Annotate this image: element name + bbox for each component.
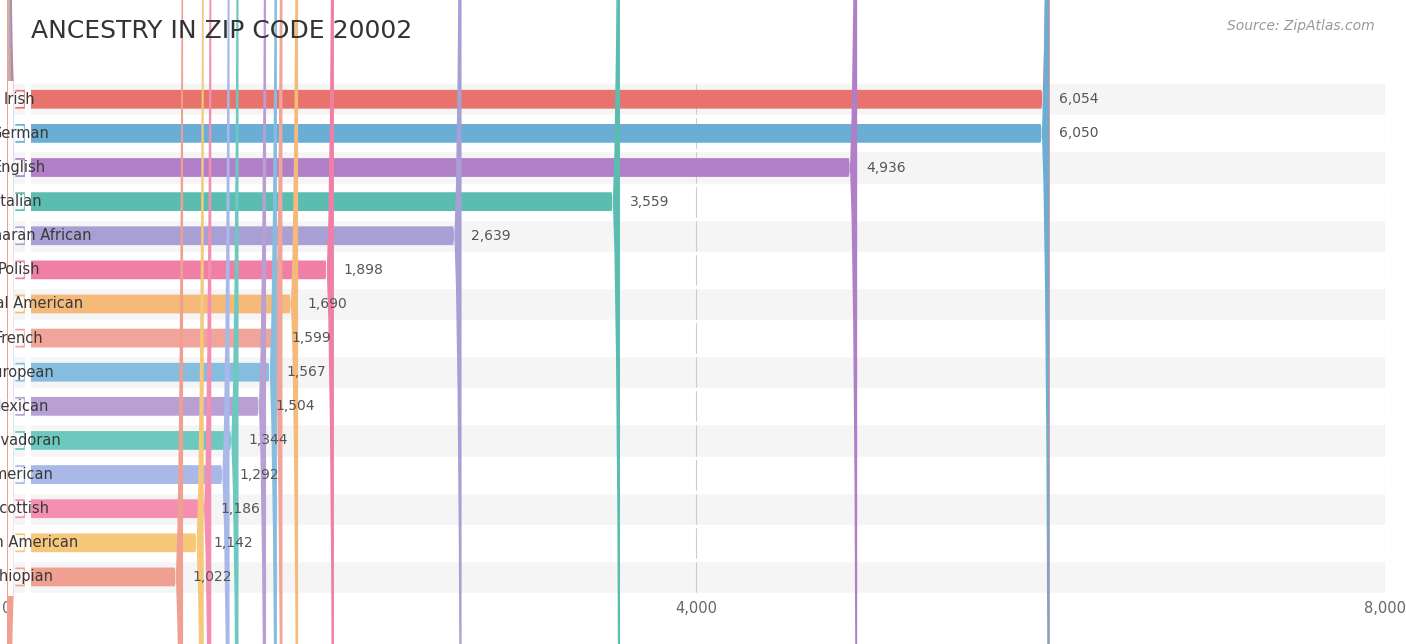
FancyBboxPatch shape [7, 117, 1385, 151]
FancyBboxPatch shape [8, 0, 31, 644]
FancyBboxPatch shape [8, 0, 31, 644]
FancyBboxPatch shape [7, 253, 1385, 287]
FancyBboxPatch shape [7, 0, 204, 644]
FancyBboxPatch shape [7, 0, 620, 644]
Text: English: English [0, 160, 46, 175]
Text: Irish: Irish [3, 91, 35, 107]
FancyBboxPatch shape [8, 0, 31, 644]
Text: 1,186: 1,186 [221, 502, 260, 516]
FancyBboxPatch shape [7, 0, 277, 644]
Text: 1,567: 1,567 [287, 365, 326, 379]
Text: 1,142: 1,142 [214, 536, 253, 550]
Text: 1,898: 1,898 [343, 263, 384, 277]
Text: 1,690: 1,690 [308, 297, 347, 311]
Text: Italian: Italian [0, 194, 42, 209]
Text: 1,292: 1,292 [239, 468, 278, 482]
Text: Scottish: Scottish [0, 501, 49, 516]
Text: Central American: Central American [0, 296, 83, 312]
FancyBboxPatch shape [7, 457, 1385, 491]
FancyBboxPatch shape [8, 0, 31, 644]
FancyBboxPatch shape [8, 0, 31, 644]
FancyBboxPatch shape [7, 0, 461, 644]
FancyBboxPatch shape [7, 0, 335, 644]
FancyBboxPatch shape [7, 0, 283, 644]
Text: 3,559: 3,559 [630, 194, 669, 209]
Text: 2,639: 2,639 [471, 229, 510, 243]
FancyBboxPatch shape [7, 355, 1385, 389]
Text: German: German [0, 126, 49, 141]
FancyBboxPatch shape [7, 151, 1385, 185]
Text: Source: ZipAtlas.com: Source: ZipAtlas.com [1227, 19, 1375, 33]
Text: 6,054: 6,054 [1059, 92, 1098, 106]
FancyBboxPatch shape [7, 0, 1050, 644]
Text: Mexican: Mexican [0, 399, 49, 414]
FancyBboxPatch shape [7, 321, 1385, 355]
FancyBboxPatch shape [8, 0, 31, 644]
FancyBboxPatch shape [7, 219, 1385, 253]
Text: Salvadoran: Salvadoran [0, 433, 60, 448]
Text: American: American [0, 467, 55, 482]
FancyBboxPatch shape [7, 0, 239, 644]
Text: Ethiopian: Ethiopian [0, 569, 53, 585]
FancyBboxPatch shape [7, 526, 1385, 560]
FancyBboxPatch shape [7, 0, 858, 644]
FancyBboxPatch shape [7, 0, 229, 644]
FancyBboxPatch shape [7, 185, 1385, 219]
FancyBboxPatch shape [8, 0, 31, 644]
FancyBboxPatch shape [7, 287, 1385, 321]
FancyBboxPatch shape [8, 0, 31, 644]
Text: 4,936: 4,936 [866, 160, 907, 175]
Text: 1,344: 1,344 [247, 433, 287, 448]
FancyBboxPatch shape [8, 0, 31, 644]
Text: Subsaharan African: Subsaharan African [0, 228, 91, 243]
Text: ANCESTRY IN ZIP CODE 20002: ANCESTRY IN ZIP CODE 20002 [31, 19, 412, 43]
FancyBboxPatch shape [7, 0, 298, 644]
FancyBboxPatch shape [8, 0, 31, 644]
FancyBboxPatch shape [7, 423, 1385, 457]
Text: Polish: Polish [0, 262, 41, 278]
Text: 1,504: 1,504 [276, 399, 315, 413]
Text: South American: South American [0, 535, 77, 551]
Text: 6,050: 6,050 [1059, 126, 1098, 140]
FancyBboxPatch shape [7, 0, 183, 644]
FancyBboxPatch shape [7, 0, 1049, 644]
FancyBboxPatch shape [8, 0, 31, 644]
Text: French: French [0, 330, 44, 346]
Text: 1,599: 1,599 [292, 331, 332, 345]
FancyBboxPatch shape [7, 0, 211, 644]
FancyBboxPatch shape [8, 0, 31, 644]
FancyBboxPatch shape [7, 389, 1385, 423]
FancyBboxPatch shape [8, 0, 31, 644]
FancyBboxPatch shape [7, 82, 1385, 117]
Text: 1,022: 1,022 [193, 570, 232, 584]
FancyBboxPatch shape [8, 0, 31, 644]
FancyBboxPatch shape [7, 0, 266, 644]
Text: European: European [0, 365, 55, 380]
FancyBboxPatch shape [7, 491, 1385, 526]
FancyBboxPatch shape [7, 560, 1385, 594]
FancyBboxPatch shape [8, 0, 31, 644]
